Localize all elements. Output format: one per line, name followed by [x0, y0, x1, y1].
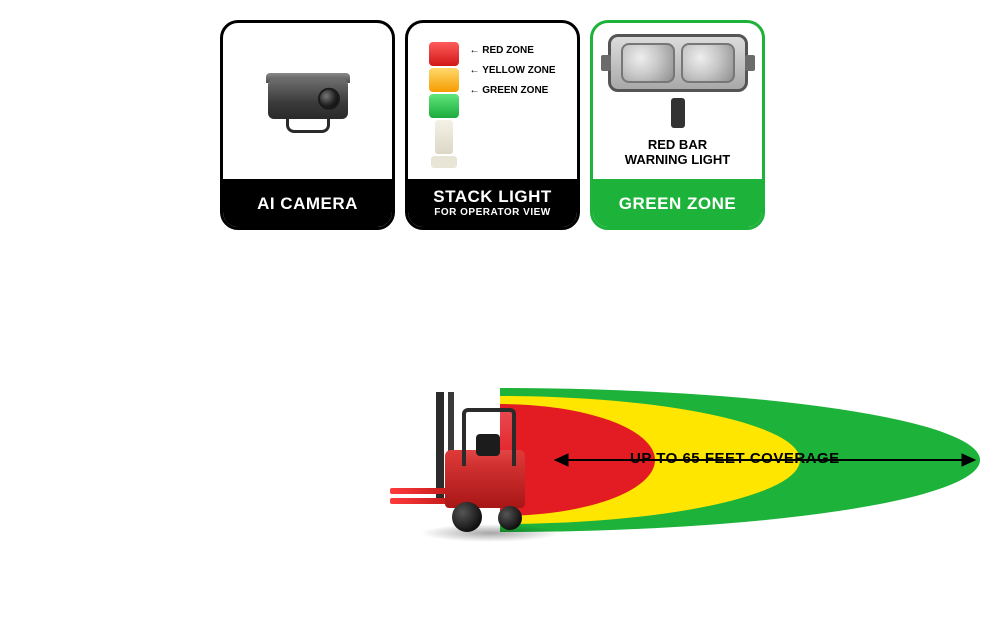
card-ai-camera: AI CAMERA — [220, 20, 395, 230]
card-warning-light: RED BAR WARNING LIGHT GREEN ZONE — [590, 20, 765, 230]
card-stack-light: RED ZONE YELLOW ZONE GREEN ZONE STACK LI… — [405, 20, 580, 230]
warning-light-caption: RED BAR WARNING LIGHT — [625, 138, 730, 168]
stack-segment-green — [429, 94, 459, 118]
stack-segment-yellow — [429, 68, 459, 92]
ai-camera-icon — [268, 73, 348, 129]
forklift-shadow — [420, 524, 560, 542]
stack-light-labels: RED ZONE YELLOW ZONE GREEN ZONE — [469, 42, 555, 96]
card-stack-light-subtitle: FOR OPERATOR VIEW — [408, 207, 577, 218]
forklift-icon — [390, 380, 550, 550]
card-ai-camera-footer: AI CAMERA — [223, 179, 392, 227]
warning-light-housing — [608, 34, 748, 92]
stack-light-icon: RED ZONE YELLOW ZONE GREEN ZONE — [429, 34, 555, 168]
forklift-fork-upper — [390, 488, 452, 494]
warning-light-caption-line2: WARNING LIGHT — [625, 153, 730, 168]
forklift-seat — [476, 434, 500, 456]
card-ai-camera-title: AI CAMERA — [223, 195, 392, 212]
warning-light-lens-left — [621, 43, 675, 83]
warning-light-icon: RED BAR WARNING LIGHT — [608, 34, 748, 168]
component-cards-row: AI CAMERA RED ZONE YELLOW ZONE GREEN ZON… — [220, 20, 765, 230]
card-warning-light-footer: GREEN ZONE — [593, 179, 762, 227]
warning-light-mount — [671, 98, 685, 128]
stack-base — [431, 156, 457, 168]
forklift-fork-lower — [390, 498, 452, 504]
stack-label-red: RED ZONE — [469, 45, 555, 56]
coverage-label: UP TO 65 FEET COVERAGE — [630, 450, 840, 467]
card-stack-light-body: RED ZONE YELLOW ZONE GREEN ZONE — [408, 23, 577, 179]
stack-stem — [435, 120, 453, 154]
card-stack-light-footer: STACK LIGHT FOR OPERATOR VIEW — [408, 179, 577, 227]
warning-light-lens-right — [681, 43, 735, 83]
stack-light-column — [429, 42, 459, 168]
card-warning-light-title: GREEN ZONE — [593, 195, 762, 212]
warning-light-caption-line1: RED BAR — [625, 138, 730, 153]
forklift-mast — [436, 392, 444, 500]
card-warning-light-body: RED BAR WARNING LIGHT — [593, 23, 762, 179]
stack-label-green: GREEN ZONE — [469, 85, 555, 96]
stack-label-yellow: YELLOW ZONE — [469, 65, 555, 76]
coverage-diagram: UP TO 65 FEET COVERAGE — [390, 360, 1000, 590]
forklift-wheel-front — [452, 502, 482, 532]
card-ai-camera-body — [223, 23, 392, 179]
card-stack-light-title: STACK LIGHT — [408, 188, 577, 205]
forklift-wheel-rear — [498, 506, 522, 530]
stack-segment-red — [429, 42, 459, 66]
